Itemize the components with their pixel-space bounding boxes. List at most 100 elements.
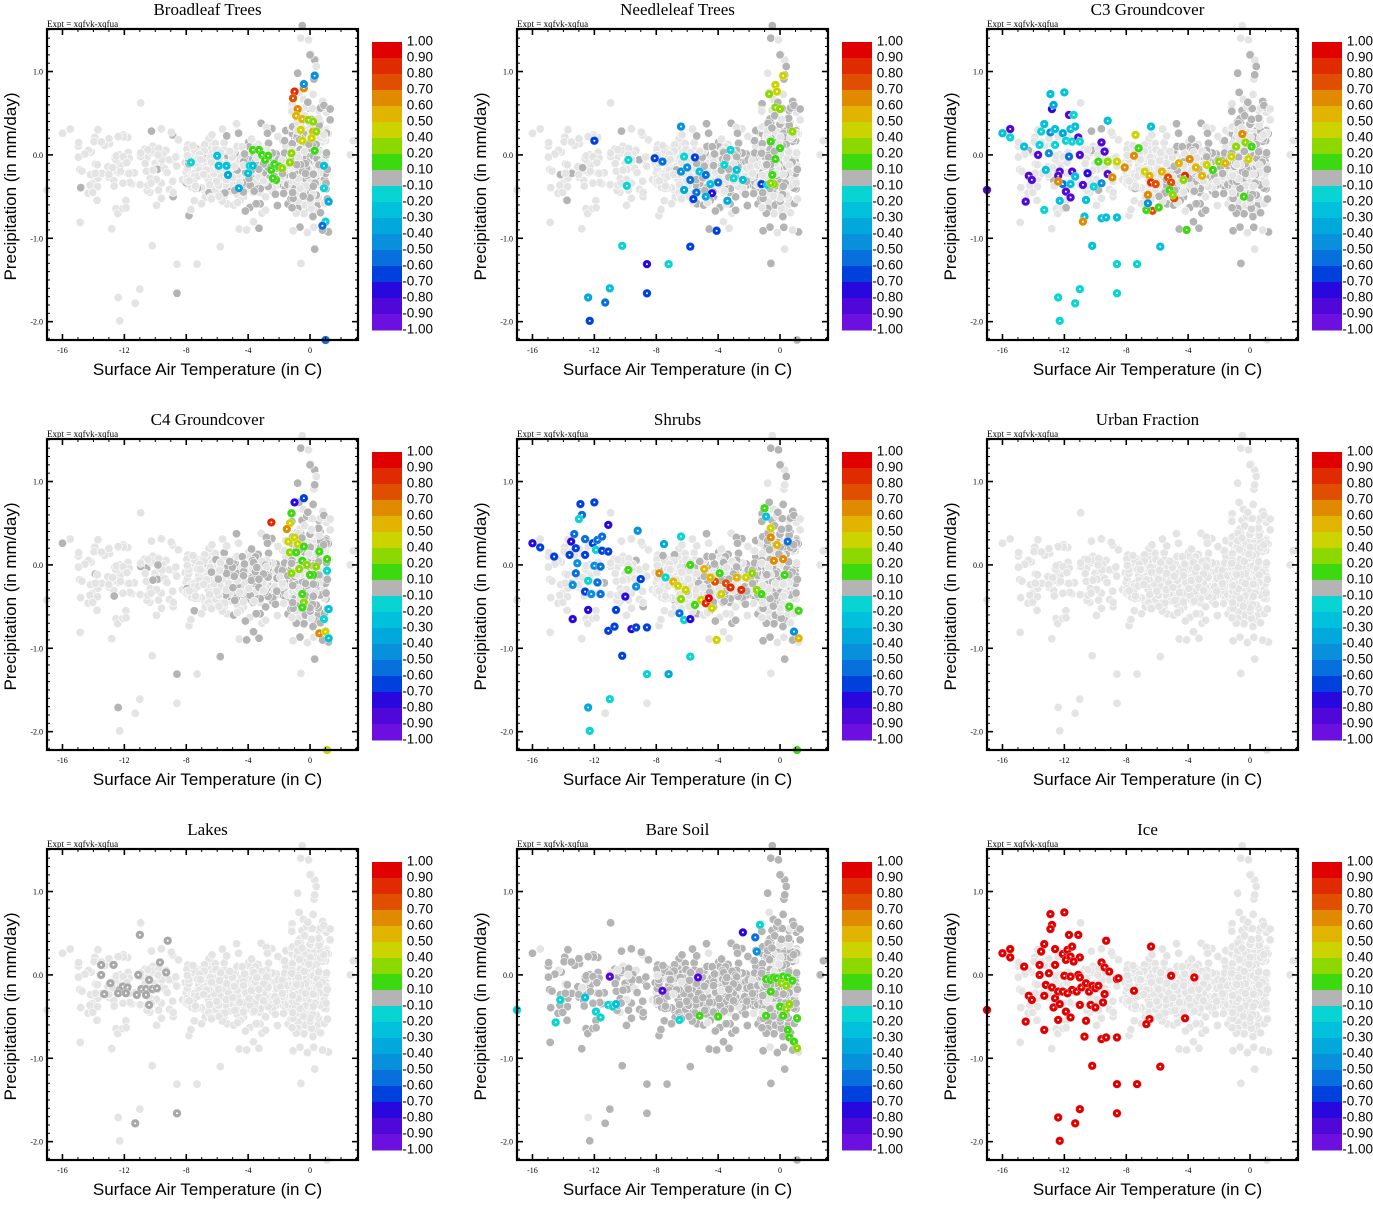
- data-point-center: [730, 149, 732, 151]
- background-point: [107, 225, 115, 233]
- data-point-center: [1186, 229, 1188, 231]
- background-point: [193, 670, 201, 678]
- background-point: [667, 610, 675, 618]
- data-point-center: [294, 91, 296, 93]
- background-point: [1125, 177, 1133, 185]
- y-tick-label: 0.0: [973, 151, 983, 160]
- data-point-center: [326, 558, 328, 560]
- colorbar-segment: [372, 42, 402, 59]
- y-tick-label: 1.0: [503, 68, 513, 77]
- colorbar-label: -0.90: [872, 306, 903, 321]
- data-point-center: [1074, 126, 1076, 128]
- background-point: [253, 563, 261, 571]
- background-point: [1237, 259, 1245, 267]
- background-point: [1028, 188, 1036, 196]
- background-point: [88, 188, 96, 196]
- data-point-center: [692, 198, 694, 200]
- colorbar-segment: [842, 58, 872, 75]
- colorbar-label: 0.80: [1347, 66, 1373, 81]
- background-point: [152, 201, 160, 209]
- colorbar-label: 0.80: [407, 66, 433, 81]
- background-point: [1081, 159, 1089, 167]
- data-point-center: [668, 263, 670, 265]
- colorbar-label: 0.70: [407, 82, 433, 97]
- colorbar-label: -0.30: [872, 210, 903, 225]
- data-point-center: [1116, 292, 1118, 294]
- background-point: [611, 159, 619, 167]
- data-point-center: [1087, 172, 1089, 174]
- data-point-center: [1001, 132, 1003, 134]
- data-point-center: [1155, 183, 1157, 185]
- background-point: [1256, 209, 1264, 217]
- background-point: [722, 610, 730, 618]
- background-point: [273, 611, 281, 619]
- background-point: [1147, 158, 1155, 166]
- background-point: [1228, 107, 1236, 115]
- data-point-center: [326, 570, 328, 572]
- background-point: [1017, 183, 1025, 191]
- colorbar-segment: [372, 612, 402, 629]
- data-point-center: [281, 167, 283, 169]
- background-point: [105, 580, 113, 588]
- background-point: [304, 508, 312, 516]
- data-point-center: [1085, 199, 1087, 201]
- background-point: [657, 205, 665, 213]
- background-point: [639, 598, 647, 606]
- background-point: [297, 34, 305, 42]
- x-tick-label: -4: [245, 346, 252, 355]
- y-axis-label: Precipitation (in mm/day): [1, 92, 20, 280]
- background-point: [617, 127, 625, 135]
- colorbar-label: 0.90: [407, 50, 433, 65]
- data-point-center: [768, 93, 770, 95]
- background-point: [197, 200, 205, 208]
- background-point: [677, 568, 685, 576]
- background-point: [255, 224, 263, 232]
- colorbar-segment: [372, 724, 402, 741]
- data-point-center: [1116, 161, 1118, 163]
- background-point: [222, 132, 230, 140]
- y-tick-label: -1.0: [970, 234, 983, 243]
- colorbar-label: -0.40: [1342, 226, 1373, 241]
- background-point: [255, 575, 263, 583]
- background-point: [78, 577, 86, 585]
- background-point: [544, 138, 552, 146]
- colorbar-label: -0.10: [402, 178, 433, 193]
- background-point: [125, 579, 133, 587]
- background-point: [303, 228, 311, 236]
- background-point: [770, 210, 778, 218]
- data-point-center: [1189, 158, 1191, 160]
- colorbar-segment: [1312, 58, 1342, 75]
- background-point: [173, 162, 181, 170]
- data-point-center: [1054, 144, 1056, 146]
- background-point: [93, 571, 101, 579]
- background-point: [247, 135, 255, 143]
- background-point: [643, 162, 651, 170]
- background-point: [183, 561, 191, 569]
- x-tick-label: 0: [1248, 346, 1252, 355]
- data-point-center: [1243, 196, 1245, 198]
- background-point: [147, 589, 155, 597]
- background-point: [577, 225, 585, 233]
- colorbar-label: -0.60: [872, 258, 903, 273]
- background-point: [205, 590, 213, 598]
- background-point: [235, 225, 243, 233]
- data-point-center: [680, 171, 682, 173]
- data-point-center: [1195, 166, 1197, 168]
- background-point: [77, 593, 85, 601]
- background-point: [91, 169, 99, 177]
- x-axis-label: Surface Air Temperature (in C): [563, 360, 792, 379]
- background-point: [169, 188, 177, 196]
- background-point: [167, 128, 175, 136]
- background-point: [711, 617, 719, 625]
- background-point: [561, 579, 569, 587]
- data-point-center: [261, 154, 263, 156]
- y-tick-label: -2.0: [970, 318, 983, 327]
- background-point: [252, 200, 260, 208]
- data-point-center: [1043, 209, 1045, 211]
- background-point: [305, 550, 313, 558]
- data-point-center: [621, 245, 623, 247]
- background-point: [711, 207, 719, 215]
- data-point-center: [301, 560, 303, 562]
- background-point: [288, 188, 296, 196]
